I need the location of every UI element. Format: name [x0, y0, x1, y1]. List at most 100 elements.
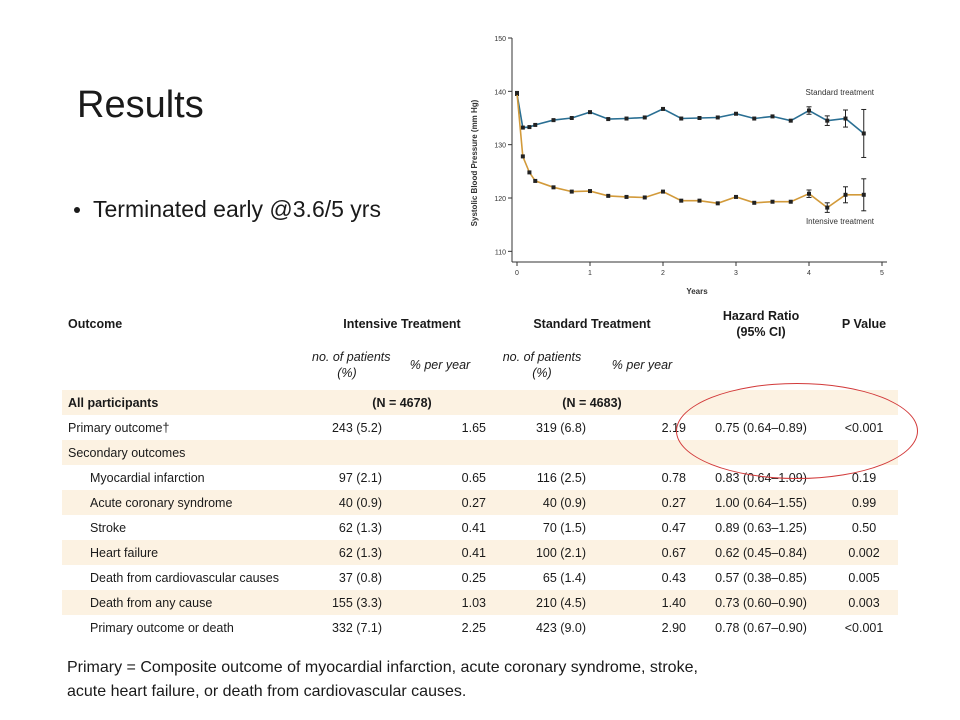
standard-patients-subheader-line1: no. of patients: [502, 350, 582, 364]
intensive-data-point: [752, 200, 757, 205]
p-value-cell: 0.005: [848, 570, 880, 585]
secondary-outcomes-body: Myocardial infarction 97 (2.1) 0.65 116 (2.…: [62, 465, 899, 640]
p-value-cell: 0.50: [851, 520, 877, 535]
p-value-cell: 0.003: [830, 590, 899, 615]
bullet-dot-icon: [74, 206, 80, 213]
intensive-data-point: [520, 154, 525, 159]
p-value-header: P Value: [841, 317, 887, 331]
intensive-data-point: [551, 185, 556, 190]
y-tick-label: 110: [495, 249, 506, 256]
intensive-data-point: [861, 192, 866, 197]
intensive-rate-cell: 0.65: [461, 470, 486, 485]
intensive-data-point: [715, 201, 720, 206]
footnote-line-1: Primary = Composite outcome of myocardia…: [67, 659, 698, 676]
y-tick-label: 150: [494, 36, 506, 43]
intensive-series-line: [516, 92, 864, 209]
chart-axes: 110 120 130 140 150 0 1 2 3 4 5: [494, 36, 887, 277]
intensive-rate-cell: 0.27: [388, 490, 492, 515]
intensive-data-point: [697, 198, 702, 203]
standard-data-point: [697, 116, 702, 120]
bullet-point: Terminated early @3.6/5 yrs: [74, 196, 381, 223]
standard-rate-cell: 2.19: [661, 420, 687, 435]
standard-patients-cell: 116 (2.5): [536, 470, 586, 485]
x-tick-label: 2: [661, 270, 665, 277]
intensive-data-point: [533, 178, 538, 183]
intensive-rate-cell: 2.25: [461, 620, 486, 635]
outcome-label: Primary outcome or death: [90, 620, 234, 635]
y-tick-label: 120: [494, 196, 506, 203]
intensive-data-point: [606, 193, 611, 198]
outcome-header: Outcome: [68, 317, 123, 331]
standard-data-point: [606, 117, 611, 122]
standard-patients-cell: 423 (9.0): [535, 620, 586, 635]
slide-title: Results: [77, 84, 204, 126]
standard-data-point: [843, 116, 848, 121]
hazard-ratio-cell: 0.57 (0.38–0.85): [715, 570, 807, 585]
standard-header: Standard Treatment: [533, 317, 651, 331]
intensive-data-point: [624, 194, 629, 199]
table-row: Primary outcome or death 332 (7.1) 2.25 423…: [62, 615, 898, 640]
intensive-rate-cell: 0.41: [388, 540, 492, 565]
standard-data-point: [624, 116, 629, 121]
standard-rate-cell: 0.27: [592, 490, 693, 515]
standard-rate-cell: 1.40: [592, 590, 693, 615]
hazard-ratio-cell: 0.75 (0.64–0.89): [715, 420, 807, 435]
bullet-text: Terminated early @3.6/5 yrs: [93, 196, 381, 222]
outcome-label: Heart failure: [62, 540, 312, 565]
standard-series-line: [516, 93, 865, 135]
all-participants-row: All participants (N = 4678) (N = 4683): [62, 390, 899, 415]
intensive-data-point: [807, 191, 811, 196]
intensive-patients-subheader: no. of patients (%): [312, 340, 391, 390]
hazard-ratio-cell: 1.00 (0.64–1.55): [692, 490, 831, 515]
y-axis-label: Systolic Blood Pressure (mm Hg): [470, 99, 479, 226]
intensive-data-point: [770, 199, 775, 204]
standard-data-point: [527, 125, 532, 130]
table-row: Acute coronary syndrome 40 (0.9) 0.27 40 (0…: [62, 490, 899, 515]
all-participants-label: All participants: [62, 390, 312, 415]
standard-patients-cell: 210 (4.5): [492, 590, 592, 615]
standard-patients-cell: 70 (1.5): [542, 520, 586, 535]
x-tick-label: 1: [588, 270, 592, 277]
standard-n: (N = 4683): [492, 390, 693, 415]
intensive-data-point: [843, 192, 848, 197]
standard-patients-subheader: no. of patients (%): [492, 340, 592, 390]
standard-patients-cell: 100 (2.1): [492, 540, 592, 565]
table-row: Heart failure 62 (1.3) 0.41 100 (2.1) 0.67 0.…: [62, 540, 899, 565]
intensive-patients-subheader-line2: (%): [337, 366, 357, 380]
dagger-footnote-marker: †: [162, 420, 170, 435]
table-row: Stroke 62 (1.3) 0.41 70 (1.5) 0.47 0.89 (0.63…: [62, 515, 898, 540]
hazard-ratio-cell: 0.78 (0.67–0.90): [715, 620, 807, 635]
y-tick-label: 130: [494, 143, 506, 150]
intensive-n: (N = 4678): [312, 390, 492, 415]
intensive-rate-subheader: % per year: [409, 358, 471, 372]
standard-patients-cell: 65 (1.4): [542, 570, 586, 585]
hazard-ratio-cell: 0.73 (0.60–0.90): [692, 590, 831, 615]
standard-rate-cell: 0.43: [661, 570, 687, 585]
footnote: Primary = Composite outcome of myocardia…: [67, 656, 907, 704]
table-row: Death from cardiovascular causes 37 (0.8)…: [62, 565, 898, 590]
standard-rate-cell: 0.78: [661, 470, 687, 485]
blood-pressure-chart: 110 120 130 140 150 0 1 2 3 4 5 Systolic Blood Pre…: [470, 36, 887, 296]
x-tick-label: 4: [807, 270, 811, 277]
standard-data-point: [788, 118, 793, 123]
intensive-rate-cell: 0.41: [461, 520, 486, 535]
standard-data-point: [861, 131, 866, 136]
standard-data-point: [770, 114, 775, 119]
standard-data-point: [734, 111, 738, 116]
standard-data-point: [752, 116, 757, 121]
hazard-ratio-header: Hazard Ratio (95% CI): [692, 308, 830, 340]
intensive-data-point: [788, 199, 793, 204]
primary-outcome-row: Primary outcome† 243 (5.2) 1.65 319 (6.8…: [62, 415, 898, 440]
primary-outcome-label-text: Primary outcome: [68, 420, 163, 435]
outcome-label: Stroke: [90, 520, 127, 535]
intensive-data-point: [515, 90, 519, 95]
standard-data-point: [679, 116, 684, 121]
intensive-data-point: [527, 170, 532, 175]
footnote-line-2: acute heart failure, or death from cardi…: [67, 683, 467, 700]
intensive-data-point: [679, 198, 684, 203]
secondary-outcomes-row: Secondary outcomes: [62, 440, 899, 465]
hazard-ratio-cell: 0.62 (0.45–0.84): [692, 540, 831, 565]
chart-series: [515, 90, 867, 213]
x-tick-label: 0: [515, 270, 519, 277]
standard-data-point: [715, 115, 720, 120]
